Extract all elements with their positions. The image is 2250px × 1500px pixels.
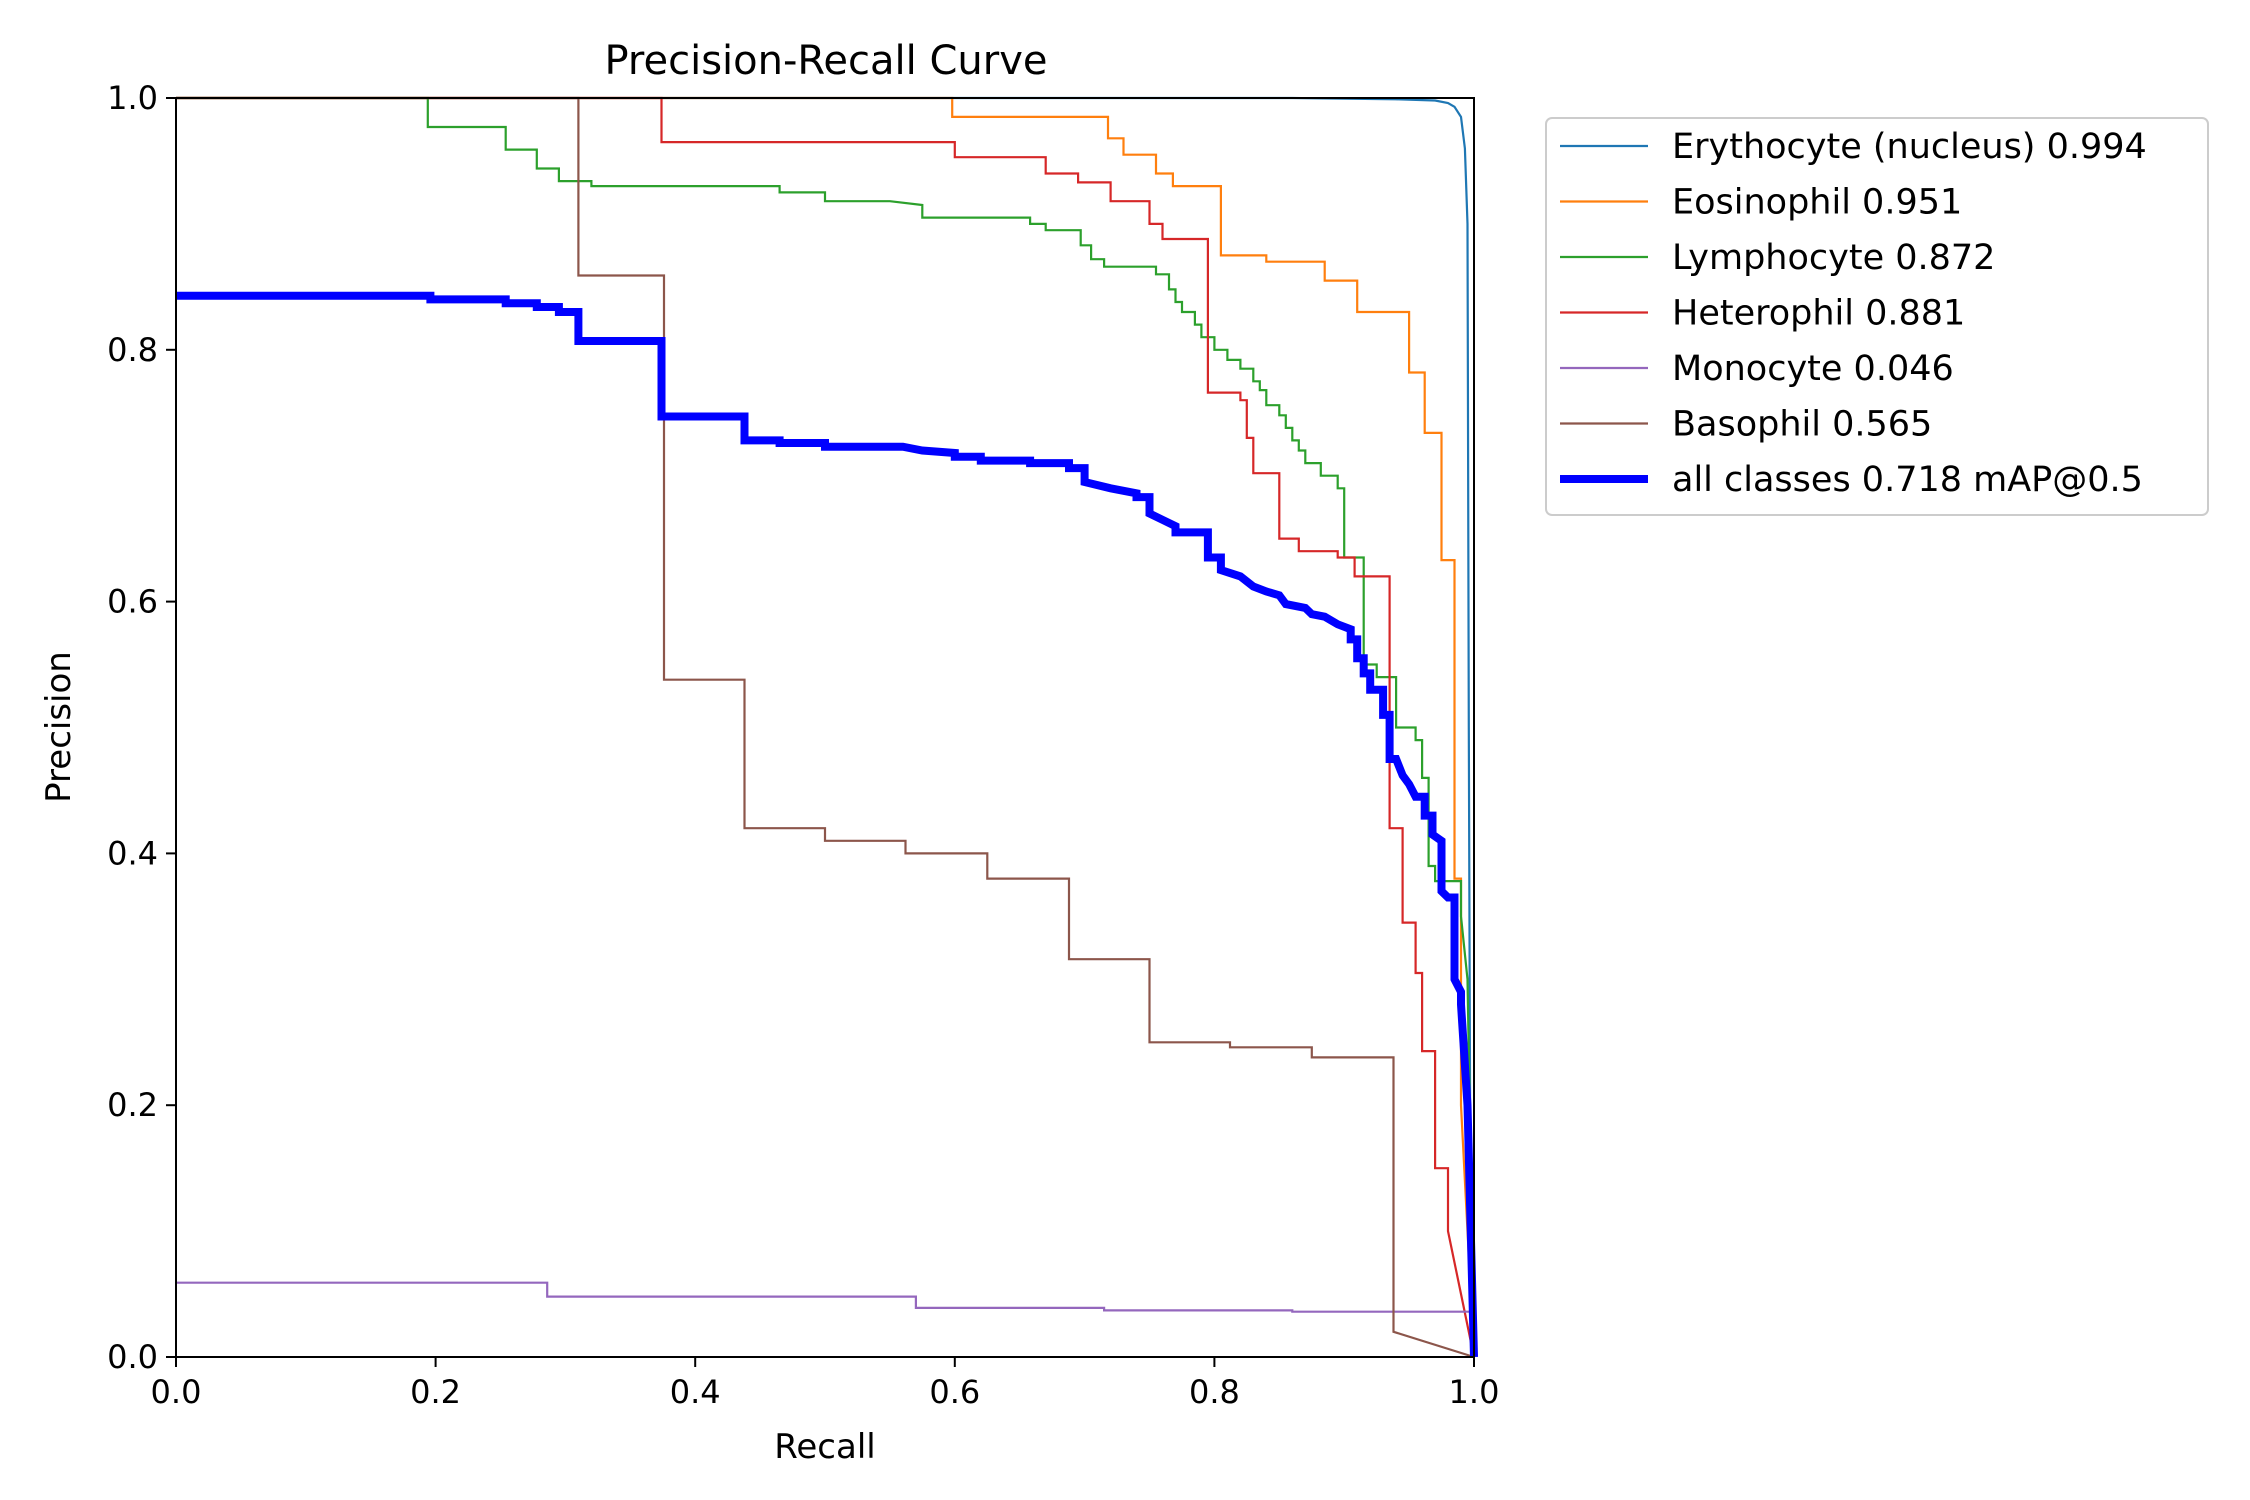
legend-items: Erythocyte (nucleus) 0.994 Eosinophil 0.9…: [1560, 127, 2147, 500]
y-tick-label: 0.6: [107, 583, 158, 621]
series-line-4: [176, 96, 1476, 1358]
legend-label: Basophil 0.565: [1672, 405, 1932, 445]
series-layer: [176, 96, 1478, 1359]
legend-label: all classes 0.718 mAP@0.5: [1672, 460, 2143, 500]
x-tick-label: 0.6: [929, 1373, 980, 1411]
y-axis: 0.0 0.2 0.4 0.6 0.8 1.0: [107, 79, 176, 1376]
legend-entry: Heterophil 0.881: [1560, 294, 1965, 334]
x-tick-label: 0.2: [410, 1373, 461, 1411]
x-tick-label: 0.4: [670, 1373, 721, 1411]
legend: Erythocyte (nucleus) 0.994 Eosinophil 0.9…: [1545, 117, 2209, 516]
legend-label: Eosinophil 0.951: [1672, 183, 1962, 223]
y-tick-label: 1.0: [107, 79, 158, 117]
y-tick-label: 0.4: [107, 834, 158, 872]
legend-label: Monocyte 0.046: [1672, 349, 1954, 389]
x-axis-label: Recall: [774, 1427, 875, 1467]
x-tick-label: 0.8: [1189, 1373, 1240, 1411]
series-line-5: [176, 1281, 1474, 1313]
series-line-1: [176, 96, 1476, 1358]
y-tick-label: 0.2: [107, 1086, 158, 1124]
legend-frame: [1545, 117, 2209, 516]
series-line-2: [176, 96, 1476, 1358]
legend-label: Heterophil 0.881: [1672, 294, 1965, 334]
y-axis-label: Precision: [39, 651, 79, 803]
legend-label: Erythocyte (nucleus) 0.994: [1672, 127, 2147, 167]
series-line-6: [176, 96, 1475, 1359]
y-tick-label: 0.0: [107, 1338, 158, 1376]
legend-label: Lymphocyte 0.872: [1672, 238, 1995, 278]
series-line-7: [176, 291, 1478, 1358]
chart-title: Precision-Recall Curve: [605, 38, 1048, 84]
plot-frame: [175, 97, 1475, 1358]
series-line-3: [176, 96, 1476, 1358]
y-tick-label: 0.8: [107, 331, 158, 369]
x-axis: 0.0 0.2 0.4 0.6 0.8 1.0: [151, 1357, 1500, 1411]
plot-area: [175, 96, 1478, 1359]
legend-entry: Monocyte 0.046: [1560, 349, 1954, 389]
legend-entry: Erythocyte (nucleus) 0.994: [1560, 127, 2147, 167]
x-tick-label: 1.0: [1449, 1373, 1500, 1411]
legend-entry: Lymphocyte 0.872: [1560, 238, 1995, 278]
legend-entry: Eosinophil 0.951: [1560, 183, 1962, 223]
legend-entry: Basophil 0.565: [1560, 405, 1932, 445]
x-tick-label: 0.0: [151, 1373, 202, 1411]
legend-entry: all classes 0.718 mAP@0.5: [1560, 460, 2143, 500]
